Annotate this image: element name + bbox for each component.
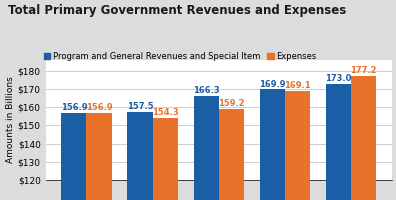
- Text: Total Primary Government Revenues and Expenses: Total Primary Government Revenues and Ex…: [8, 4, 346, 17]
- Y-axis label: Amounts in Billions: Amounts in Billions: [6, 77, 15, 163]
- Text: 159.2: 159.2: [218, 99, 245, 108]
- Text: 173.0: 173.0: [326, 74, 352, 83]
- Bar: [351, 76, 376, 200]
- Bar: [285, 91, 310, 200]
- Text: 154.3: 154.3: [152, 108, 179, 117]
- Bar: [219, 109, 244, 200]
- Bar: [128, 112, 152, 200]
- Text: 169.1: 169.1: [284, 81, 311, 90]
- Bar: [194, 96, 219, 200]
- Bar: [260, 89, 285, 200]
- Bar: [152, 118, 178, 200]
- Text: 156.9: 156.9: [61, 103, 87, 112]
- Bar: [61, 113, 86, 200]
- Text: 157.5: 157.5: [127, 102, 153, 111]
- Bar: [86, 113, 112, 200]
- Bar: [326, 84, 351, 200]
- Legend: Program and General Revenues and Special Item, Expenses: Program and General Revenues and Special…: [44, 52, 316, 61]
- Text: 169.9: 169.9: [259, 80, 286, 89]
- Text: 177.2: 177.2: [350, 66, 377, 75]
- Text: 156.9: 156.9: [86, 103, 112, 112]
- Text: 166.3: 166.3: [193, 86, 219, 95]
